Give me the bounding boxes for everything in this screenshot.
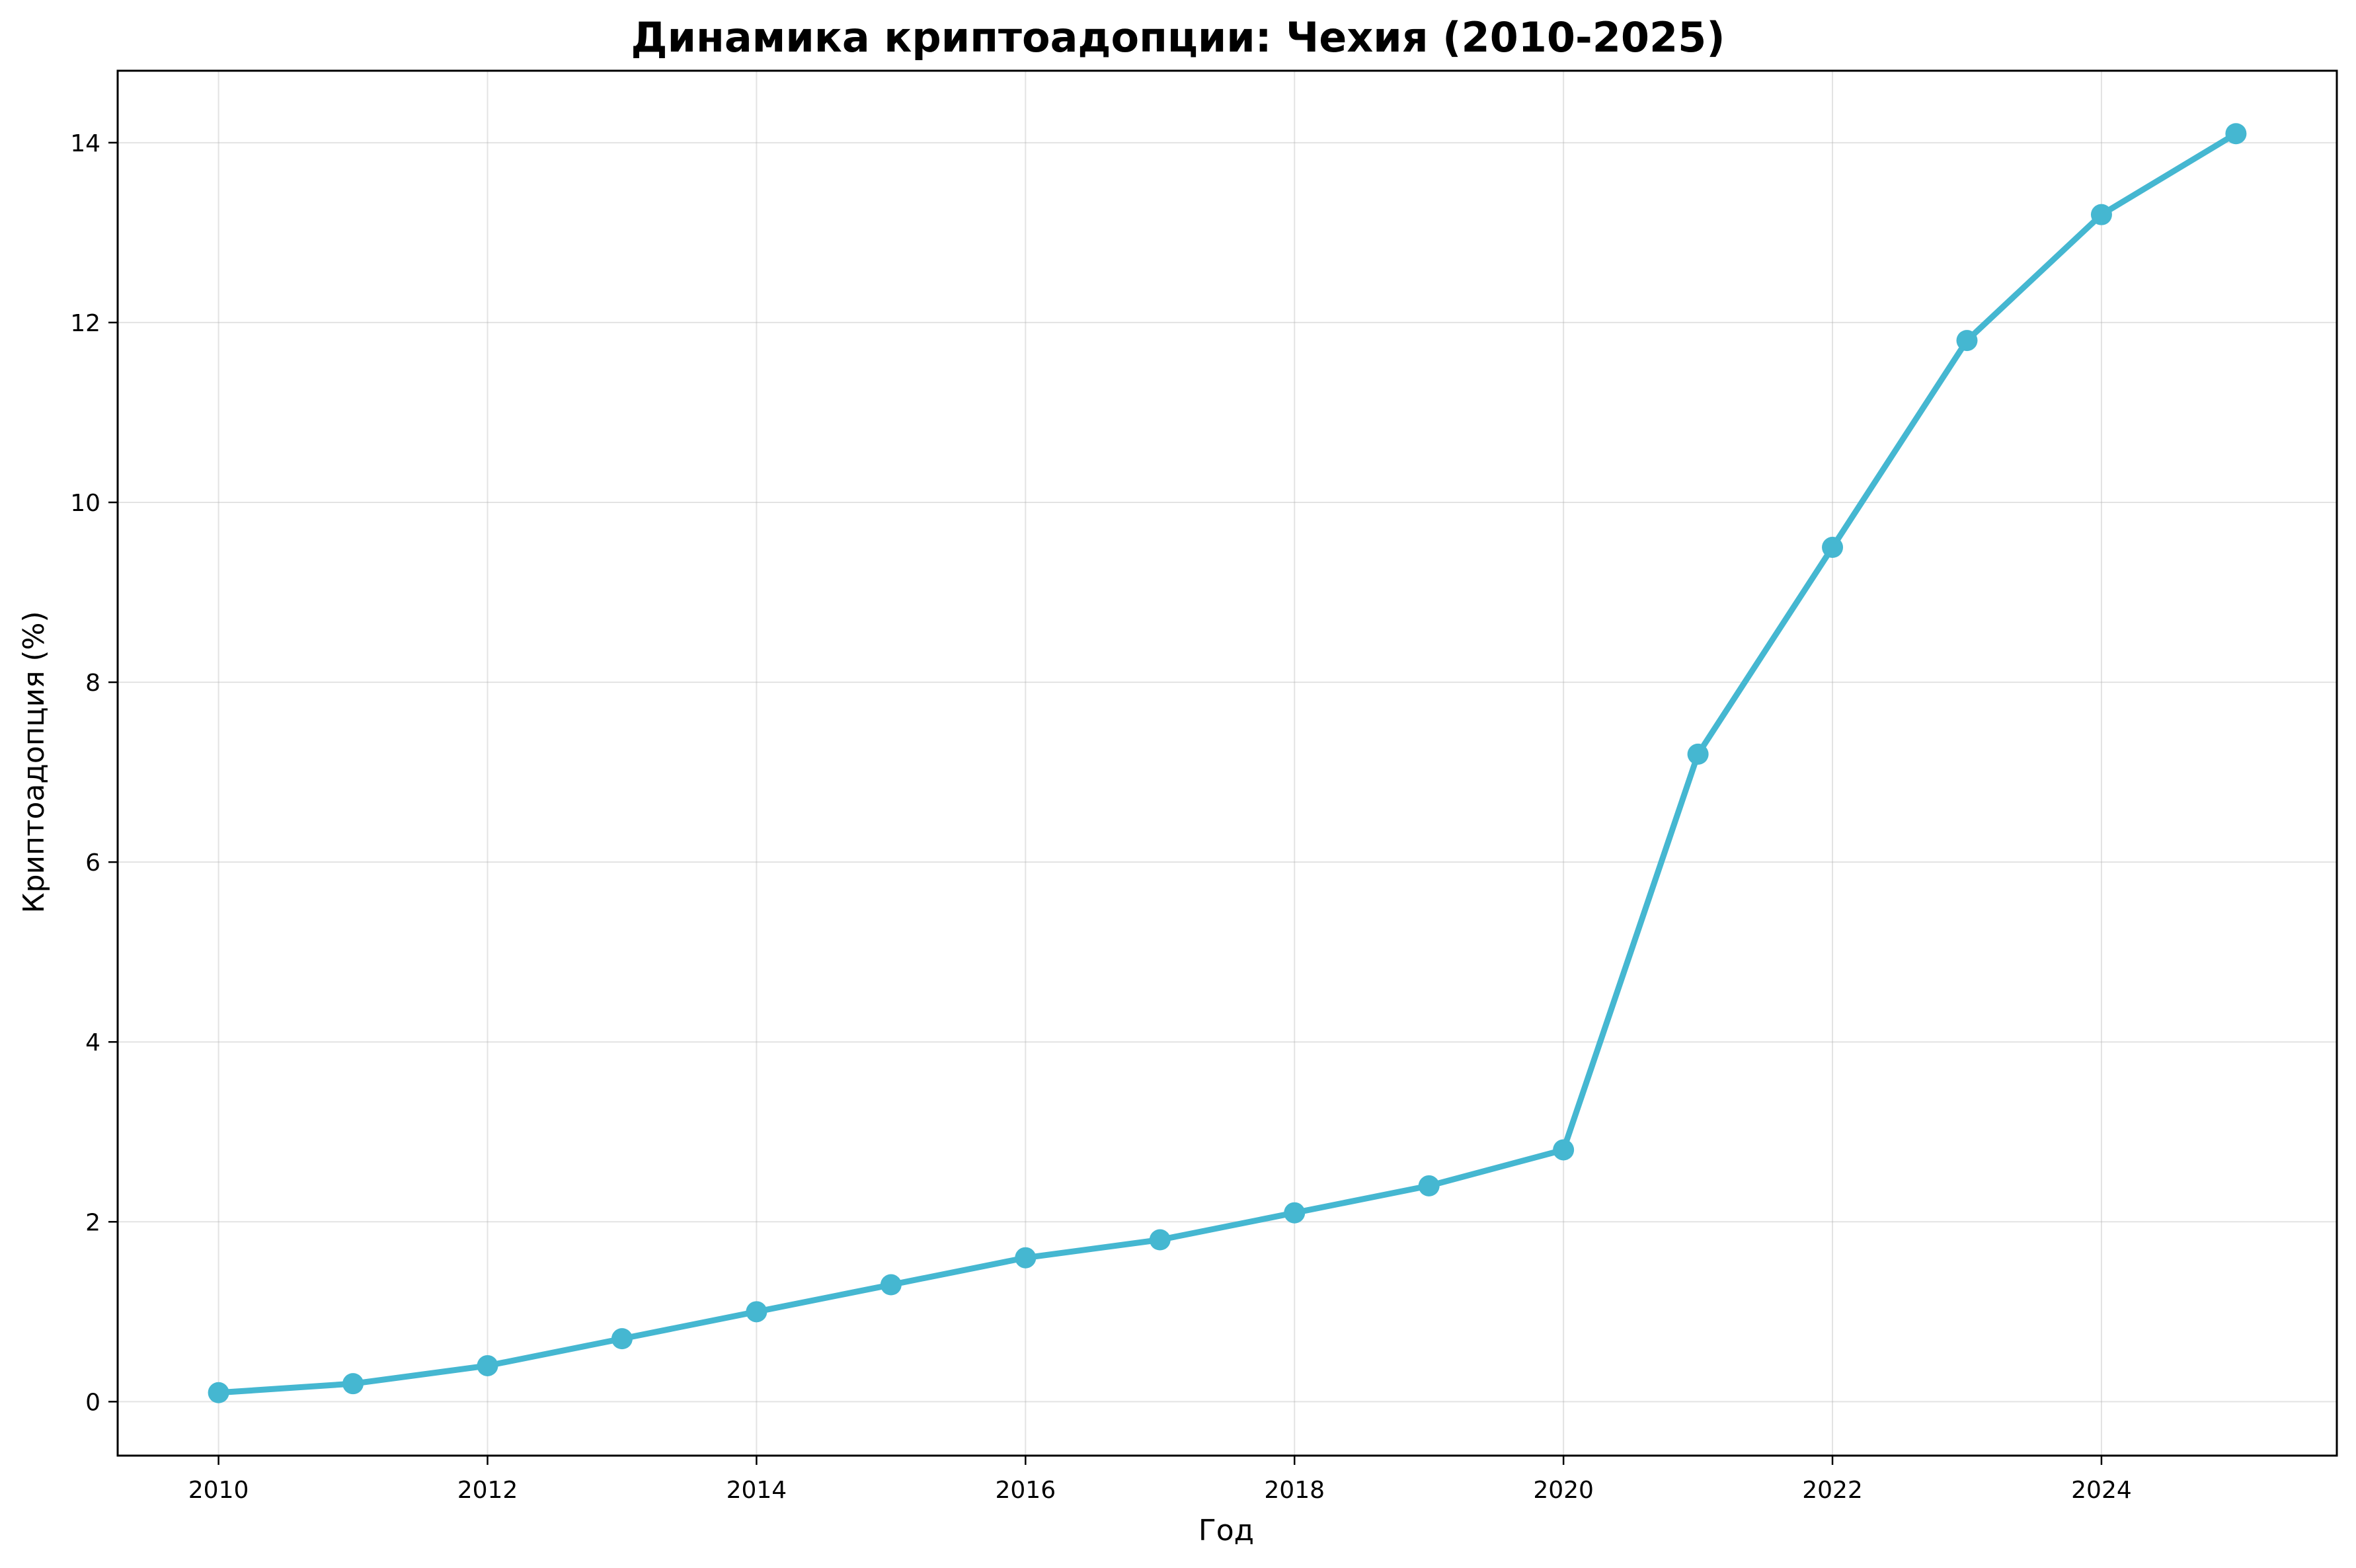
y-tick-label: 4 [85, 1029, 100, 1056]
y-tick-label: 10 [70, 490, 100, 517]
data-point [2225, 123, 2247, 145]
chart-title: Динамика криптоадопции: Чехия (2010-2025… [631, 13, 1725, 61]
y-tick-label: 8 [85, 670, 100, 697]
grid [118, 71, 2337, 1456]
x-tick-label: 2024 [2071, 1477, 2132, 1504]
axis-ticks: 2010 2012 2014 2016 2018 2020 2022 2024 0 2 4 6 8 10 1… [70, 130, 2132, 1504]
data-point [1149, 1229, 1171, 1251]
data-point [1418, 1175, 1440, 1196]
data-point [2090, 204, 2112, 225]
y-tick-label: 12 [70, 310, 100, 337]
y-axis-label: Криптоадопция (%) [17, 611, 51, 913]
data-point [1553, 1139, 1575, 1161]
data-point [611, 1328, 633, 1350]
plot-area-frame [116, 69, 2338, 1457]
y-tick-label: 14 [70, 130, 100, 157]
data-point [477, 1354, 498, 1376]
x-tick-label: 2020 [1533, 1477, 1594, 1504]
y-tick-label: 0 [85, 1389, 100, 1416]
data-point [342, 1373, 364, 1395]
data-point [746, 1301, 767, 1323]
data-point [208, 1382, 229, 1403]
data-point [1015, 1247, 1037, 1269]
x-axis-label: Год [1198, 1514, 1254, 1548]
x-tick-label: 2012 [457, 1477, 518, 1504]
x-tick-label: 2022 [1802, 1477, 1863, 1504]
y-tick-label: 6 [85, 849, 100, 877]
x-tick-label: 2018 [1264, 1477, 1325, 1504]
data-point [1822, 537, 1844, 559]
x-tick-label: 2010 [188, 1477, 249, 1504]
data-point [1956, 330, 1978, 352]
series-layer [208, 123, 2247, 1403]
data-point [880, 1274, 902, 1296]
x-tick-label: 2014 [726, 1477, 787, 1504]
data-point [1284, 1202, 1306, 1224]
y-tick-label: 2 [85, 1209, 100, 1236]
x-tick-label: 2016 [996, 1477, 1056, 1504]
series-line-0 [216, 130, 2239, 1396]
data-point [1687, 743, 1709, 765]
